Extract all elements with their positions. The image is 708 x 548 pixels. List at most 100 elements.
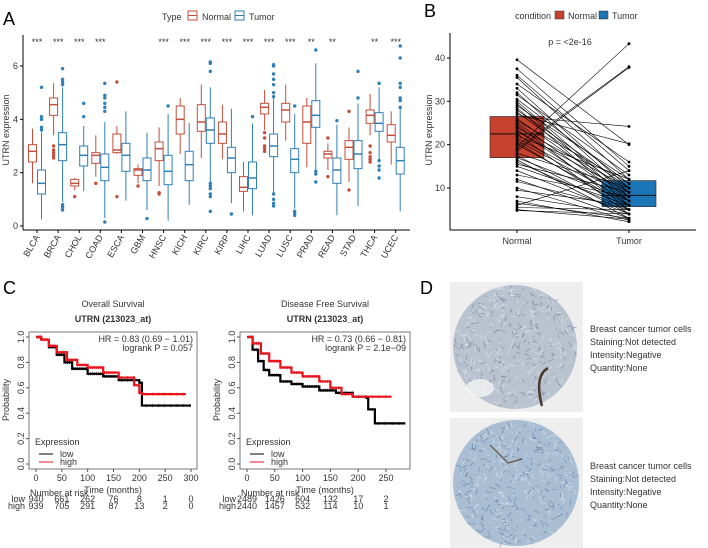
tissue-texture	[462, 471, 465, 473]
tissue-texture	[515, 469, 518, 472]
tissue-texture	[560, 364, 565, 370]
tissue-texture	[503, 502, 509, 506]
significance-label: ***	[222, 37, 233, 47]
tissue-texture	[485, 525, 488, 528]
tissue-texture	[527, 370, 530, 374]
tissue-texture	[563, 503, 566, 507]
tissue-texture	[534, 449, 536, 453]
y-axis-label: Probability	[212, 378, 222, 421]
tumor-outlier	[60, 205, 65, 210]
normal-box	[28, 144, 37, 163]
pair-point	[515, 206, 519, 209]
tissue-texture	[512, 439, 514, 443]
legend-title: Type	[162, 12, 182, 22]
tissue-texture	[461, 481, 464, 486]
tissue-texture	[493, 304, 498, 311]
pair-line	[516, 77, 630, 180]
tissue-texture	[459, 333, 463, 337]
tissue-texture	[527, 468, 532, 473]
tissue-texture	[470, 331, 474, 334]
tissue-texture	[535, 522, 537, 526]
tissue-texture	[470, 486, 473, 488]
tissue-texture	[530, 460, 536, 463]
pair-point	[627, 208, 631, 212]
risk-high-value: 939	[28, 501, 43, 511]
tissue-texture	[516, 360, 520, 363]
tissue-texture	[516, 449, 520, 452]
risk-high-value: 87	[108, 501, 118, 511]
tumor-outlier	[271, 204, 276, 208]
tissue-texture	[501, 461, 506, 463]
tissue-texture	[493, 358, 496, 365]
tissue-texture	[501, 376, 506, 379]
chart-subtitle: UTRN (213023_at)	[75, 314, 152, 324]
x-tick-label: 50	[57, 473, 67, 483]
tissue-texture	[557, 335, 560, 339]
tissue-texture	[498, 531, 505, 536]
pair-point	[515, 145, 519, 149]
pair-line	[516, 94, 630, 176]
pair-point	[515, 209, 519, 212]
pair-point	[515, 173, 519, 177]
tissue-texture	[524, 453, 528, 458]
x-tick-label: LUAD	[253, 233, 274, 259]
tissue-texture	[478, 467, 480, 472]
tissue-texture	[546, 483, 549, 485]
tissue-texture	[495, 455, 498, 458]
tissue-texture	[472, 359, 476, 366]
tissue-texture	[522, 361, 524, 367]
tissue-texture	[554, 327, 558, 331]
tissue-texture	[536, 446, 541, 449]
tumor-outlier	[377, 164, 381, 168]
tissue-texture	[483, 477, 487, 483]
risk-high-value: 2440	[237, 501, 257, 511]
x-tick-label: Normal	[502, 236, 531, 246]
tissue-texture	[535, 428, 537, 432]
tissue-texture	[513, 462, 517, 467]
x-tick-label: KICH	[170, 233, 189, 257]
tissue-texture	[479, 311, 482, 315]
tumor-outlier	[398, 98, 402, 103]
pair-line	[516, 200, 630, 223]
tissue-texture	[551, 372, 556, 376]
tissue-texture	[507, 496, 512, 502]
tissue-texture	[514, 528, 518, 530]
y-tick-label: 6	[13, 61, 18, 71]
tissue-texture	[531, 535, 536, 540]
tissue-texture	[564, 330, 568, 335]
tumor-outlier	[103, 105, 107, 110]
pair-line	[516, 163, 630, 193]
tissue-texture	[546, 442, 551, 448]
tumor-outlier	[60, 202, 65, 207]
tissue-texture	[539, 444, 543, 447]
pair-line	[516, 107, 630, 206]
tumor-outlier	[208, 69, 212, 74]
tissue-texture	[516, 334, 521, 337]
tissue-texture	[548, 381, 551, 384]
risk-high-value: 291	[80, 501, 95, 511]
y-tick-label: 0.0	[227, 458, 237, 471]
tissue-texture	[493, 378, 496, 382]
legend-key	[598, 10, 609, 20]
pair-point	[515, 99, 519, 103]
tissue-texture	[477, 309, 485, 311]
tissue-texture	[473, 322, 479, 324]
tissue-texture	[499, 298, 505, 302]
tissue-texture	[462, 318, 465, 321]
tissue-texture	[507, 469, 511, 474]
x-tick-label: BLCA	[21, 233, 41, 258]
tissue-texture	[494, 467, 496, 471]
tissue-texture	[526, 362, 529, 364]
tumor-outlier	[103, 93, 107, 98]
tissue-texture	[454, 337, 457, 345]
normal-box	[196, 104, 206, 132]
normal-box	[154, 141, 164, 162]
tissue-texture	[547, 299, 551, 303]
tissue-texture	[486, 354, 491, 358]
tissue-texture	[494, 350, 500, 355]
ihc-caption-line: Quantity:None	[590, 363, 648, 373]
normal-outlier	[326, 136, 330, 140]
tissue-texture	[524, 353, 530, 357]
x-tick-label: BRCA	[42, 233, 63, 260]
tissue-texture	[556, 504, 558, 507]
